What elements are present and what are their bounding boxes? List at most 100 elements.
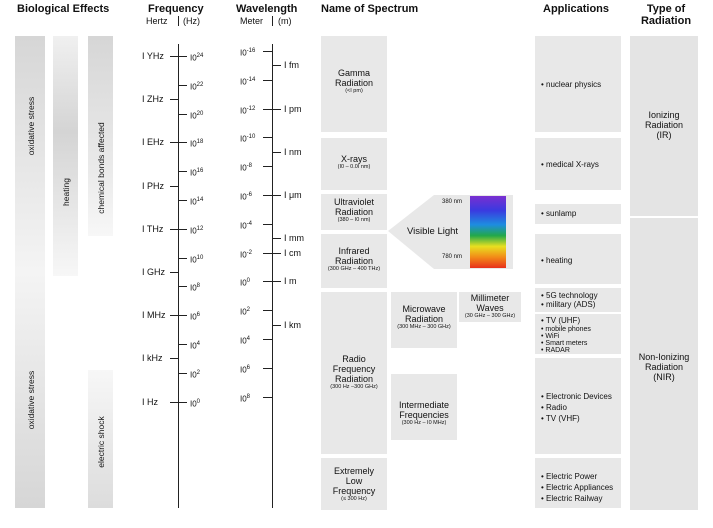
frequency-power-label: I014	[190, 196, 203, 207]
spectrum-uv: Ultraviolet Radiation (380 – I0 nm)	[321, 194, 387, 230]
app-electronic-devices-label: Electronic Devices	[546, 392, 612, 401]
visible-spectrum-gradient	[470, 196, 506, 268]
wavelength-power-base: I0	[240, 336, 247, 346]
frequency-power-exp: 18	[196, 139, 204, 146]
radio-title-3: Radiation	[334, 374, 374, 384]
wavelength-power-tick	[263, 223, 272, 225]
wavelength-named-label: I pm	[284, 103, 302, 114]
frequency-power-base: I0	[190, 255, 197, 265]
frequency-power-base: I0	[190, 370, 197, 380]
frequency-power-label: I012	[190, 225, 203, 236]
frequency-power-tick	[178, 401, 187, 403]
bar-oxidative-stress	[15, 36, 45, 508]
frequency-power-label: I024	[190, 52, 203, 63]
app-nuclear-physics: • nuclear physics	[535, 36, 621, 132]
wavelength-power-base: I0	[240, 221, 247, 231]
header-frequency: Frequency	[148, 3, 204, 15]
app-tv-mobile: • TV (UHF) • mobile phones • WiFi • Smar…	[535, 314, 621, 354]
frequency-named-tick	[170, 272, 179, 273]
wavelength-named-label: I fm	[284, 60, 299, 71]
app-military-label: military (ADS)	[546, 300, 596, 309]
spectrum-radio: Radio Frequency Radiation (300 Hz –300 G…	[321, 292, 387, 454]
frequency-power-label: I022	[190, 81, 203, 92]
ionizing-line-1: Ionizing	[648, 110, 680, 120]
ir-title-2: Radiation	[334, 256, 374, 266]
spectrum-ir: Infrared Radiation (300 GHz – 400 THz)	[321, 234, 387, 288]
wavelength-power-base: I0	[240, 135, 247, 145]
frequency-named-tick	[170, 228, 179, 230]
xray-range: (I0 – 0.0I nm)	[337, 164, 371, 170]
wavelength-power-exp: 4	[246, 336, 251, 342]
bar-electric-shock	[88, 370, 113, 508]
wavelength-power-exp: -12	[246, 105, 256, 112]
millimeter-title-2: Waves	[476, 303, 504, 313]
app-radar-label: RADAR	[545, 347, 570, 354]
app-5g-label: 5G technology	[546, 291, 598, 300]
elf-range: (≤ 300 Hz)	[341, 496, 367, 502]
frequency-power-base: I0	[190, 140, 197, 150]
wavelength-power-base: I0	[240, 163, 247, 173]
wavelength-power-base: I0	[240, 279, 247, 289]
frequency-named-tick	[170, 315, 179, 317]
header-name-of-spectrum: Name of Spectrum	[321, 3, 419, 15]
wavelength-power-tick	[263, 108, 272, 110]
wavelength-power-exp: 2	[246, 307, 251, 314]
millimeter-range: (30 GHz – 300 GHz)	[464, 313, 516, 319]
frequency-power-exp: 0	[196, 398, 201, 405]
wavelength-named-tick	[272, 108, 281, 110]
app-sunlamp-label: sunlamp	[546, 209, 577, 218]
frequency-named-label: I GHz	[142, 267, 166, 277]
spectrum-xray: X-rays (I0 – 0.0I nm)	[321, 138, 387, 190]
frequency-unit-hz: (Hz)	[183, 16, 200, 26]
wavelength-power-label: I04	[240, 335, 250, 346]
wavelength-named-tick	[272, 195, 281, 196]
frequency-power-exp: 16	[196, 168, 204, 175]
label-heating: heating	[61, 178, 71, 206]
intermediate-title-2: Frequencies	[399, 410, 449, 420]
wavelength-power-label: I0-14	[240, 76, 255, 87]
label-electric-shock: electric shock	[96, 416, 106, 468]
wavelength-power-label: I02	[240, 306, 250, 317]
wavelength-power-label: I00	[240, 277, 250, 288]
wavelength-power-exp: -10	[246, 134, 256, 141]
wavelength-named-tick	[272, 252, 281, 254]
frequency-power-exp: 14	[196, 197, 204, 203]
frequency-power-exp: 10	[196, 254, 204, 261]
wavelength-power-base: I0	[240, 365, 247, 375]
spectrum-millimeter: Millimeter Waves (30 GHz – 300 GHz)	[459, 292, 521, 322]
app-tv-vhf-label: TV (VHF)	[545, 414, 580, 423]
frequency-named-label: I YHz	[142, 51, 164, 61]
visible-light-title: Visible Light	[407, 226, 459, 237]
bar-chemical-bonds	[88, 36, 113, 236]
millimeter-title-1: Millimeter	[470, 293, 510, 303]
wavelength-power-tick	[263, 79, 272, 81]
app-electric-appliances-label: Electric Appliances	[546, 483, 614, 492]
frequency-power-tick	[178, 171, 187, 173]
frequency-named-label: I PHz	[142, 180, 165, 191]
frequency-power-base: I0	[190, 82, 197, 92]
frequency-power-base: I0	[190, 197, 197, 207]
frequency-power-label: I010	[190, 254, 203, 265]
frequency-power-tick	[178, 56, 187, 57]
app-heating: • heating	[535, 234, 621, 284]
frequency-power-exp: 8	[196, 283, 201, 290]
wavelength-named-label: I mm	[284, 233, 304, 244]
frequency-power-exp: 2	[196, 369, 201, 376]
type-non-ionizing: Non-Ionizing Radiation (NIR)	[630, 218, 698, 510]
non-ionizing-line-1: Non-Ionizing	[638, 352, 690, 362]
frequency-axis-line	[178, 44, 179, 508]
ir-title-1: Infrared	[338, 246, 370, 256]
frequency-power-base: I0	[190, 399, 197, 409]
wavelength-power-tick	[263, 339, 272, 340]
wavelength-power-base: I0	[240, 48, 247, 58]
wavelength-power-label: I08	[240, 393, 250, 404]
wavelength-power-label: I0-4	[240, 220, 252, 231]
wavelength-power-label: I0-6	[240, 191, 252, 202]
wavelength-named-label: I nm	[284, 146, 302, 157]
app-electronic-devices: • Electronic Devices • Radio • TV (VHF)	[535, 358, 621, 454]
wavelength-power-tick	[263, 281, 272, 283]
frequency-power-base: I0	[190, 226, 197, 236]
header-applications: Applications	[543, 3, 610, 15]
app-electric-railway-label: Electric Railway	[546, 494, 603, 503]
wavelength-power-exp: 8	[246, 393, 251, 400]
